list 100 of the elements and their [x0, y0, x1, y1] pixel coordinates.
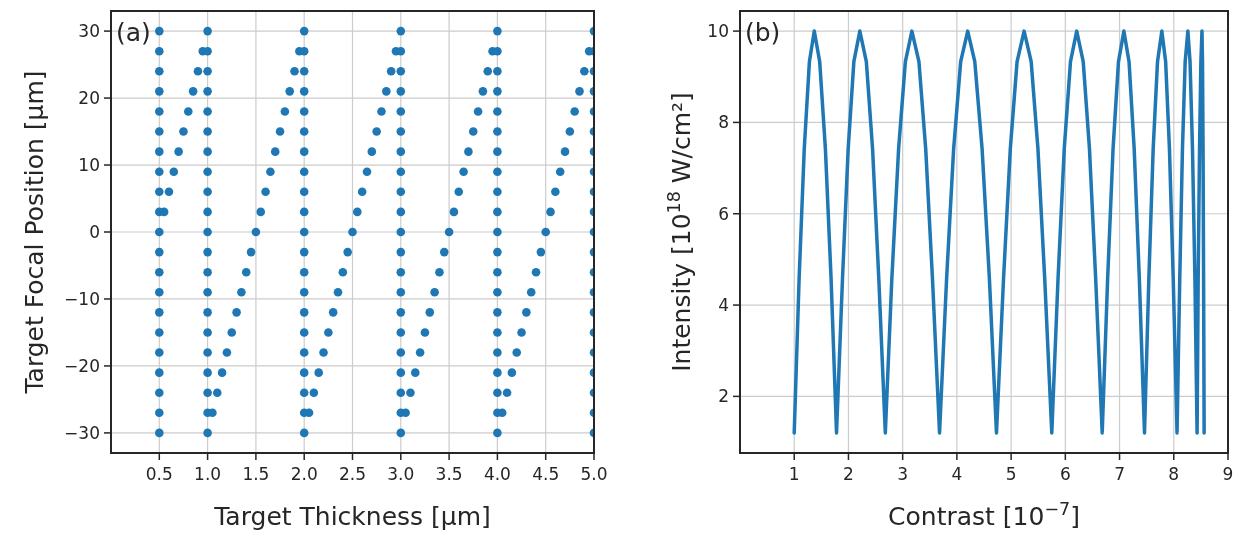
point: [372, 127, 381, 136]
point: [155, 428, 164, 438]
y-tick-label: 2: [718, 386, 729, 407]
point: [396, 247, 406, 257]
point: [183, 107, 193, 116]
point: [560, 147, 570, 156]
point: [396, 187, 406, 197]
point: [502, 388, 512, 398]
point: [299, 308, 309, 317]
point: [493, 388, 502, 398]
x-tick-label: 3: [897, 464, 909, 484]
point: [203, 287, 212, 297]
point: [396, 87, 406, 96]
point: [324, 328, 333, 337]
point: [410, 368, 420, 377]
y-tick-label: 8: [718, 112, 729, 133]
point: [439, 247, 449, 257]
point: [430, 287, 439, 297]
point: [203, 308, 212, 317]
point: [246, 247, 256, 257]
point: [299, 26, 309, 36]
point: [285, 87, 295, 96]
point: [396, 66, 406, 76]
point: [164, 187, 174, 197]
point: [299, 147, 309, 156]
point: [473, 107, 483, 116]
x-tick-label: 0.5: [145, 464, 173, 484]
point: [493, 87, 502, 96]
point: [435, 267, 444, 277]
point: [478, 87, 488, 96]
point: [396, 368, 406, 377]
point: [203, 107, 212, 116]
point: [493, 187, 502, 197]
point: [444, 227, 454, 237]
point: [449, 207, 459, 217]
x-tick-label: 4.0: [483, 464, 511, 484]
point: [155, 107, 164, 116]
point: [193, 66, 203, 76]
point: [155, 127, 164, 136]
point: [203, 66, 212, 76]
point: [299, 167, 309, 177]
point: [188, 87, 198, 96]
point: [299, 107, 309, 116]
point: [203, 388, 212, 398]
annotation: (a): [116, 18, 151, 47]
point: [237, 287, 246, 297]
point: [270, 147, 280, 156]
x-tick-label: 3.0: [387, 464, 415, 484]
point: [155, 227, 164, 237]
point: [203, 348, 212, 357]
point: [155, 46, 164, 56]
line-series: [792, 29, 1206, 435]
point: [493, 207, 502, 217]
point: [546, 207, 555, 217]
point: [396, 328, 406, 337]
point: [353, 207, 362, 217]
point: [493, 147, 502, 156]
x-axis-title: Contrast [10$^{−7}$]: [888, 499, 1080, 531]
point: [565, 127, 575, 136]
point: [459, 167, 468, 177]
x-tick-label: 6: [1059, 464, 1071, 484]
point: [396, 207, 406, 217]
point: [493, 167, 502, 177]
point: [217, 368, 227, 377]
point: [396, 127, 406, 136]
point: [319, 348, 328, 357]
point: [299, 187, 309, 197]
point: [343, 247, 352, 257]
point: [299, 348, 309, 357]
x-tick-label: 1.0: [194, 464, 222, 484]
y-tick-label: 0: [89, 222, 100, 242]
y-tick-label: −20: [64, 355, 100, 376]
point: [155, 66, 164, 76]
point: [493, 428, 502, 438]
point: [526, 287, 536, 297]
point: [507, 368, 517, 377]
point: [290, 66, 299, 76]
point: [299, 127, 309, 136]
point: [396, 388, 406, 398]
point: [155, 87, 164, 96]
point: [155, 368, 164, 377]
point: [493, 287, 502, 297]
point: [203, 167, 212, 177]
point: [396, 227, 406, 237]
point: [415, 348, 425, 357]
point: [155, 167, 164, 177]
x-tick-label: 5: [1005, 464, 1017, 484]
point: [155, 147, 164, 156]
point: [299, 368, 309, 377]
point: [493, 368, 502, 377]
x-tick-label: 8: [1168, 464, 1180, 484]
y-tick-label: 10: [78, 155, 100, 176]
point: [420, 328, 430, 337]
point: [522, 308, 531, 317]
point: [580, 66, 589, 76]
point: [396, 147, 406, 156]
point: [155, 348, 164, 357]
point: [531, 267, 541, 277]
point: [464, 147, 473, 156]
point: [299, 267, 309, 277]
